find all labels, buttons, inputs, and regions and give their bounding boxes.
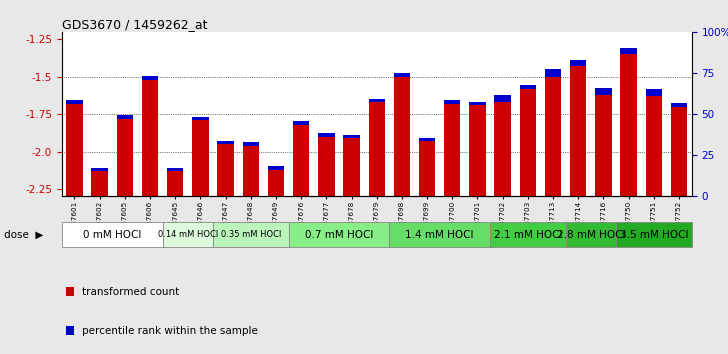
Bar: [470, 105, 486, 196]
Bar: [344, 138, 360, 196]
Bar: [66, 104, 83, 196]
Bar: [670, 107, 687, 196]
Bar: [470, 102, 486, 105]
Bar: [167, 168, 183, 171]
Bar: [545, 77, 561, 196]
Bar: [444, 101, 461, 104]
Bar: [218, 144, 234, 196]
Bar: [620, 47, 637, 54]
Bar: [570, 59, 587, 66]
Text: transformed count: transformed count: [82, 287, 179, 297]
Bar: [66, 101, 83, 104]
Bar: [192, 120, 209, 196]
Text: 0.7 mM HOCl: 0.7 mM HOCl: [305, 229, 373, 240]
FancyBboxPatch shape: [213, 222, 288, 247]
Bar: [646, 96, 662, 196]
Bar: [116, 119, 133, 196]
Bar: [344, 135, 360, 138]
Bar: [520, 85, 536, 89]
Bar: [268, 166, 284, 170]
Bar: [142, 76, 158, 80]
Bar: [368, 99, 385, 102]
Bar: [116, 115, 133, 119]
Bar: [394, 77, 410, 196]
Text: 0.35 mM HOCl: 0.35 mM HOCl: [221, 230, 281, 239]
Bar: [167, 171, 183, 196]
Bar: [570, 66, 587, 196]
Bar: [192, 117, 209, 120]
FancyBboxPatch shape: [62, 222, 162, 247]
Bar: [218, 141, 234, 144]
Bar: [520, 89, 536, 196]
Bar: [318, 137, 335, 196]
FancyBboxPatch shape: [616, 222, 692, 247]
Bar: [142, 80, 158, 196]
Bar: [670, 103, 687, 107]
Bar: [494, 102, 511, 196]
Text: 2.1 mM HOCl: 2.1 mM HOCl: [494, 229, 562, 240]
Bar: [596, 88, 612, 95]
Bar: [419, 138, 435, 141]
Bar: [596, 95, 612, 196]
Bar: [268, 170, 284, 196]
Bar: [444, 104, 461, 196]
FancyBboxPatch shape: [389, 222, 490, 247]
Bar: [545, 69, 561, 77]
FancyBboxPatch shape: [566, 222, 616, 247]
Bar: [368, 102, 385, 196]
Bar: [242, 145, 259, 196]
Bar: [92, 171, 108, 196]
Bar: [646, 90, 662, 96]
FancyBboxPatch shape: [490, 222, 566, 247]
Bar: [419, 141, 435, 196]
Text: 0 mM HOCl: 0 mM HOCl: [83, 229, 141, 240]
Bar: [394, 74, 410, 77]
Text: 3.5 mM HOCl: 3.5 mM HOCl: [620, 229, 688, 240]
Text: 0.14 mM HOCl: 0.14 mM HOCl: [158, 230, 218, 239]
Bar: [620, 54, 637, 196]
Bar: [92, 168, 108, 171]
Bar: [318, 133, 335, 137]
Bar: [494, 96, 511, 102]
Text: 2.8 mM HOCl: 2.8 mM HOCl: [557, 229, 625, 240]
Bar: [242, 142, 259, 145]
Text: percentile rank within the sample: percentile rank within the sample: [82, 326, 258, 336]
Text: 1.4 mM HOCl: 1.4 mM HOCl: [405, 229, 474, 240]
FancyBboxPatch shape: [162, 222, 213, 247]
Bar: [293, 125, 309, 196]
Text: dose  ▶: dose ▶: [4, 229, 43, 239]
FancyBboxPatch shape: [288, 222, 389, 247]
Bar: [293, 121, 309, 125]
Text: GDS3670 / 1459262_at: GDS3670 / 1459262_at: [62, 18, 207, 31]
